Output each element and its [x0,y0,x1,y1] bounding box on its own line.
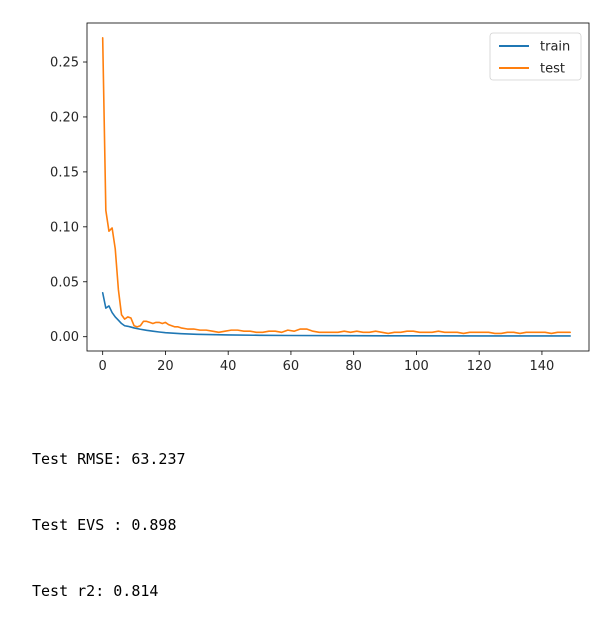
x-tick-label: 40 [220,359,237,374]
y-tick-label: 0.20 [50,110,79,125]
x-tick-label: 60 [283,359,300,374]
metrics-output: Test RMSE: 63.237 Test EVS : 0.898 Test … [32,404,186,624]
x-tick-label: 140 [530,359,555,374]
rmse-line: Test RMSE: 63.237 [32,450,186,468]
y-tick-label: 0.15 [50,165,79,180]
loss-chart: 0 20 40 60 80 100 120 140 0.000.050.100.150.200… [50,22,590,374]
x-tick-label: 80 [345,359,362,374]
x-tick-label: 20 [157,359,174,374]
series-line-train [101,291,571,337]
series-lines [101,37,571,337]
x-tick-label: 0 [99,359,107,374]
x-tick-label: 120 [467,359,492,374]
y-tick-label: 0.00 [50,330,79,345]
legend: train test [489,32,582,81]
y-tick-label: 0.10 [50,220,79,235]
plot-frame [86,22,590,352]
series-line-test [101,37,571,335]
y-tick-label: 0.25 [50,56,79,71]
y-axis: 0.00 0.05 0.10 0.15 0.20 0.25 [50,56,87,345]
x-axis: 0 20 40 60 80 100 120 140 [99,351,555,374]
legend-label-test: test [540,62,565,77]
evs-line: Test EVS : 0.898 [32,516,177,534]
x-tick-label: 100 [404,359,429,374]
y-tick-label: 0.05 [50,275,79,290]
legend-label-train: train [540,40,570,55]
r2-line: Test r2: 0.814 [32,582,159,600]
